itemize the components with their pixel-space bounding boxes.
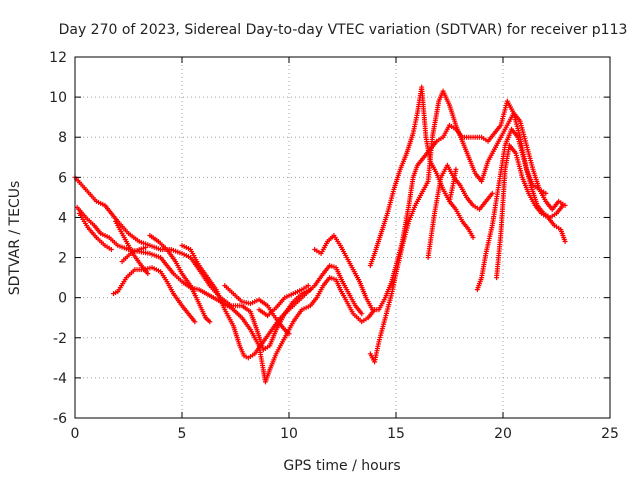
data-point xyxy=(192,319,198,325)
series-track-13 xyxy=(367,88,568,365)
x-axis-label: GPS time / hours xyxy=(283,458,400,474)
data-point xyxy=(143,245,149,251)
series-track-6 xyxy=(119,245,149,265)
y-tick-label: -4 xyxy=(53,371,67,387)
data-points xyxy=(72,84,568,385)
data-point xyxy=(489,190,495,196)
y-tick-label: 8 xyxy=(58,130,67,146)
y-axis-label: SDTVAR / TECUs xyxy=(7,181,23,296)
tick-labels: 0 5 10 15 20 25 -6 -4 -2 0 2 4 6 8 10 12 xyxy=(49,50,619,442)
series-track-11 xyxy=(312,98,549,313)
y-tick-label: 0 xyxy=(58,291,67,307)
y-tick-label: 6 xyxy=(58,170,67,186)
y-tick-label: 2 xyxy=(58,251,67,267)
series-track-4 xyxy=(111,265,198,325)
y-tick-label: -6 xyxy=(53,411,67,427)
series-track-10 xyxy=(256,283,311,319)
x-tick-label: 5 xyxy=(178,426,187,442)
data-point xyxy=(453,166,459,172)
y-tick-label: 12 xyxy=(49,50,67,66)
x-tick-label: 25 xyxy=(601,426,619,442)
data-point xyxy=(286,331,292,337)
x-tick-label: 15 xyxy=(387,426,405,442)
data-point xyxy=(307,287,313,293)
series-track-5 xyxy=(113,218,151,277)
data-point xyxy=(543,190,549,196)
chart-title: Day 270 of 2023, Sidereal Day-to-day VTE… xyxy=(59,22,628,38)
data-point xyxy=(470,235,476,240)
y-tick-label: 10 xyxy=(49,90,67,106)
y-tick-label: 4 xyxy=(58,210,67,226)
series-track-17 xyxy=(494,142,568,281)
data-point xyxy=(562,239,568,245)
series-track-14 xyxy=(425,162,495,261)
y-tick-label: -2 xyxy=(53,331,67,347)
data-point xyxy=(207,319,213,325)
data-point xyxy=(359,311,365,317)
axes xyxy=(74,56,611,419)
data-point xyxy=(145,271,151,277)
series-track-15 xyxy=(447,166,459,204)
x-tick-label: 10 xyxy=(280,426,298,442)
x-tick-label: 0 xyxy=(71,426,80,442)
data-point xyxy=(560,202,566,208)
plot-frame xyxy=(74,56,611,419)
x-tick-label: 20 xyxy=(494,426,512,442)
data-point xyxy=(305,283,311,289)
series-track-7 xyxy=(147,232,213,325)
series-track-3 xyxy=(76,210,114,253)
data-point xyxy=(108,247,114,253)
series-track-9 xyxy=(222,283,292,337)
